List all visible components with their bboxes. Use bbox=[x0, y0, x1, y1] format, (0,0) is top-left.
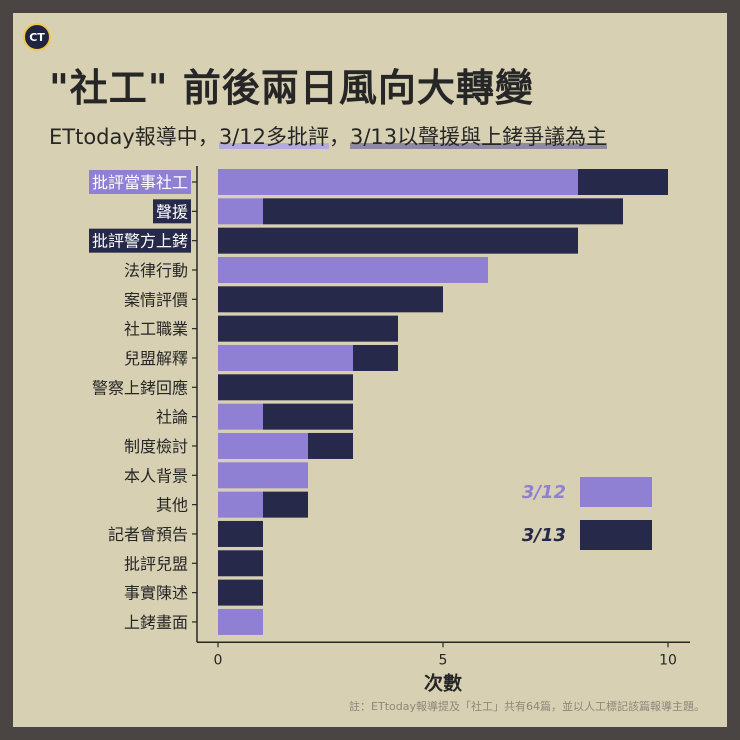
ettoday-logo: CT bbox=[23, 23, 51, 51]
category-label-highlight bbox=[153, 199, 191, 224]
bar-segment bbox=[218, 579, 263, 606]
bar-segment bbox=[218, 227, 578, 254]
category-label: 本人背景 bbox=[124, 466, 188, 485]
category-label: 上銬畫面 bbox=[124, 613, 188, 632]
category-label: 其他 bbox=[156, 496, 188, 515]
category-label: 制度檢討 bbox=[124, 437, 188, 456]
logo-text: CT bbox=[29, 30, 45, 44]
bar-segment bbox=[218, 198, 263, 225]
bar-segment bbox=[218, 256, 488, 283]
legend-label: 3/12 bbox=[522, 482, 566, 503]
bar-segment bbox=[218, 403, 263, 430]
category-label: 事實陳述 bbox=[124, 584, 188, 603]
bar-segment bbox=[263, 491, 308, 518]
bar-segment bbox=[218, 315, 398, 342]
category-label: 社工職業 bbox=[124, 320, 188, 339]
x-tick-label: 5 bbox=[439, 652, 448, 668]
subtitle-separator: ， bbox=[328, 125, 350, 149]
bar-segment bbox=[578, 169, 668, 195]
bar-segment bbox=[218, 344, 353, 371]
category-label: 兒盟解釋 bbox=[124, 349, 188, 368]
category-label-highlight bbox=[89, 170, 191, 194]
bar-segment bbox=[218, 608, 263, 635]
category-label: 批評警方上銬 bbox=[92, 232, 188, 251]
x-tick-label: 0 bbox=[214, 652, 223, 668]
bar-segment bbox=[218, 374, 353, 401]
bar-segment bbox=[353, 344, 398, 371]
subtitle-prefix: ETtoday報導中， bbox=[49, 125, 219, 149]
bar-segment bbox=[263, 403, 353, 430]
category-label: 聲援 bbox=[156, 202, 188, 221]
bar-segment bbox=[218, 169, 578, 195]
bar-segment bbox=[218, 491, 263, 518]
category-label: 法律行動 bbox=[124, 261, 188, 280]
subtitle-part-312: 3/12多批評 bbox=[218, 125, 329, 149]
legend-swatch bbox=[580, 520, 652, 550]
category-label-highlight bbox=[89, 228, 191, 253]
legend-swatch bbox=[580, 477, 652, 507]
chart-subtitle: ETtoday報導中，3/12多批評，3/13以聲援與上銬爭議為主 bbox=[49, 121, 607, 151]
category-label: 批評兒盟 bbox=[124, 554, 188, 573]
chart-title: "社工" 前後兩日風向大轉變 bbox=[49, 66, 534, 110]
bar-segment bbox=[218, 520, 263, 547]
bar-segment bbox=[218, 462, 308, 489]
bar-segment bbox=[218, 432, 308, 459]
category-label: 記者會預告 bbox=[108, 525, 188, 544]
bar-segment bbox=[218, 286, 443, 313]
category-label: 警察上銬回應 bbox=[92, 378, 188, 397]
chart-card: CT "社工" 前後兩日風向大轉變 ETtoday報導中，3/12多批評，3/1… bbox=[13, 13, 727, 727]
category-label: 社論 bbox=[156, 408, 188, 427]
x-tick-label: 10 bbox=[659, 652, 677, 668]
category-label: 批評當事社工 bbox=[92, 173, 188, 192]
bar-segment bbox=[218, 550, 263, 577]
x-axis-label: 次數 bbox=[424, 671, 462, 694]
legend-label: 3/13 bbox=[522, 525, 566, 546]
footnote: 註：ETtoday報導提及「社工」共有64篇，並以人工標記該篇報導主題。 bbox=[349, 700, 705, 713]
category-label: 案情評價 bbox=[124, 290, 188, 309]
bar-segment bbox=[263, 198, 623, 225]
subtitle-part-313: 3/13以聲援與上銬爭議為主 bbox=[349, 125, 608, 149]
bar-segment bbox=[308, 432, 353, 459]
